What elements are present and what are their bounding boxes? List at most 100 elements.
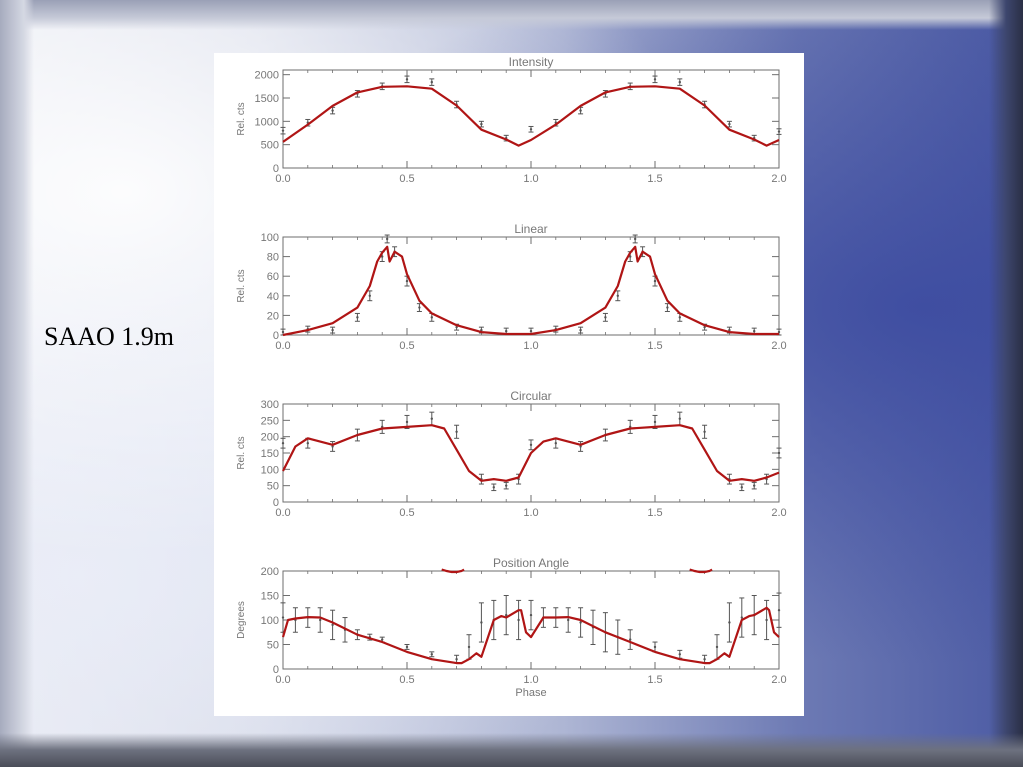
data-point xyxy=(777,609,781,612)
data-point xyxy=(368,294,371,297)
data-point xyxy=(281,616,285,619)
x-tick-label: 0.5 xyxy=(399,674,414,686)
data-point xyxy=(405,420,409,424)
y-tick-label: 1000 xyxy=(255,116,279,128)
x-tick-label: 2.0 xyxy=(771,674,786,686)
y-tick-label: 0 xyxy=(273,664,279,676)
slide-frame-left xyxy=(0,0,34,767)
y-tick-label: 150 xyxy=(261,448,279,460)
data-point xyxy=(455,658,458,661)
data-point xyxy=(653,78,657,81)
data-point xyxy=(529,128,533,131)
data-point xyxy=(529,329,533,333)
y-tick-label: 0 xyxy=(273,163,279,175)
data-point xyxy=(728,328,731,332)
y-tick-label: 0 xyxy=(273,330,279,342)
model-curve-wrap xyxy=(441,568,465,574)
data-point xyxy=(703,430,706,433)
y-tick-label: 200 xyxy=(261,432,279,444)
data-point xyxy=(331,109,334,112)
data-point xyxy=(381,638,384,641)
data-point xyxy=(505,613,508,617)
data-point xyxy=(740,486,743,489)
data-point xyxy=(281,129,285,132)
data-point xyxy=(455,430,458,433)
model-curve xyxy=(282,85,780,147)
data-point xyxy=(678,80,681,84)
x-tick-label: 1.0 xyxy=(523,674,538,686)
data-point xyxy=(480,621,483,624)
y-tick-label: 100 xyxy=(261,232,279,244)
data-point xyxy=(467,645,471,649)
data-point xyxy=(529,443,533,447)
chart-panel: 0.0 0.5 1.0 1.5 2.0 0 500 1000 1500 2000 Intensity… xyxy=(214,53,804,716)
data-point xyxy=(678,316,681,319)
data-point xyxy=(281,442,285,445)
chart-0: 0.0 0.5 1.0 1.5 2.0 0 500 1000 1500 2000 Intensity… xyxy=(236,55,787,185)
data-point xyxy=(517,618,520,622)
data-point xyxy=(777,330,781,334)
data-point xyxy=(381,255,384,258)
model-curve xyxy=(281,606,780,665)
y-tick-label: 1500 xyxy=(255,93,279,105)
chart-1: 0.0 0.5 1.0 1.5 2.0 0 20 40 60 80 100 Linear Rel. ct… xyxy=(236,222,787,352)
x-tick-label: 1.5 xyxy=(647,674,662,686)
data-point xyxy=(331,328,334,332)
x-tick-label: 0.0 xyxy=(275,173,290,185)
y-tick-label: 250 xyxy=(261,415,279,427)
data-point xyxy=(653,279,657,283)
data-point xyxy=(554,442,557,445)
data-point xyxy=(753,484,756,487)
y-axis-label: Rel. cts xyxy=(236,102,247,135)
y-tick-label: 20 xyxy=(267,310,279,322)
data-point xyxy=(385,237,389,241)
y-tick-label: 100 xyxy=(261,615,279,627)
data-point xyxy=(492,486,495,489)
y-tick-label: 100 xyxy=(261,464,279,476)
y-tick-label: 50 xyxy=(267,481,279,493)
data-point xyxy=(405,279,409,283)
data-point xyxy=(765,618,768,622)
data-point xyxy=(418,306,421,309)
y-tick-label: 60 xyxy=(267,271,279,283)
y-tick-label: 0 xyxy=(273,497,279,509)
chart-2: 0.0 0.5 1.0 1.5 2.0 0 50 100 150 200 250 300 Circula… xyxy=(236,389,787,519)
data-point xyxy=(629,255,632,258)
data-point xyxy=(678,653,681,656)
data-point xyxy=(629,638,632,641)
data-point xyxy=(430,417,433,420)
slide-frame-bottom xyxy=(0,733,1023,767)
chart-3: 0.0 0.5 1.0 1.5 2.0 0 50 100 150 200 Position Angl… xyxy=(236,556,787,699)
x-tick-label: 0.5 xyxy=(399,340,414,352)
data-point xyxy=(579,328,582,332)
data-point xyxy=(405,645,409,649)
slide-frame-right xyxy=(989,0,1023,767)
data-point xyxy=(430,316,433,319)
data-point xyxy=(281,330,285,334)
data-point xyxy=(728,122,731,126)
y-tick-label: 80 xyxy=(267,252,279,264)
data-point xyxy=(703,325,706,329)
data-point xyxy=(331,623,334,627)
x-tick-label: 0.0 xyxy=(275,507,290,519)
data-point xyxy=(678,417,681,420)
plot-frame xyxy=(282,69,780,169)
chart-title: Circular xyxy=(510,389,551,403)
slide-frame-top xyxy=(0,0,1023,30)
data-point xyxy=(579,621,582,624)
polarimetry-charts: 0.0 0.5 1.0 1.5 2.00500100015002000Intensity… xyxy=(236,55,787,699)
data-point xyxy=(740,616,743,619)
telescope-label: SAAO 1.9m xyxy=(44,322,175,351)
y-tick-label: 300 xyxy=(261,399,279,411)
x-tick-label: 0.5 xyxy=(399,173,414,185)
x-tick-label: 0.0 xyxy=(275,340,290,352)
y-tick-label: 500 xyxy=(261,140,279,152)
y-tick-label: 200 xyxy=(261,566,279,578)
x-tick-label: 1.0 xyxy=(523,507,538,519)
x-tick-label: 1.0 xyxy=(523,173,538,185)
chart-title: Position Angle xyxy=(493,556,569,570)
x-tick-label: 2.0 xyxy=(771,173,786,185)
data-point xyxy=(653,645,657,649)
x-tick-label: 1.0 xyxy=(523,340,538,352)
y-tick-label: 2000 xyxy=(255,70,279,82)
